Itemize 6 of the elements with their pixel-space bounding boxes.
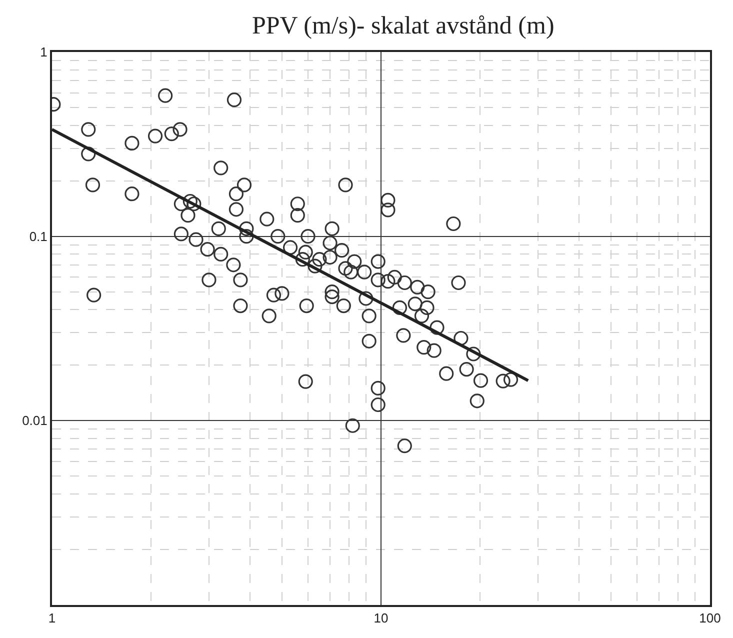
chart-title: PPV (m/s)- skalat avstånd (m)	[252, 12, 554, 40]
x-tick-label: 100	[699, 610, 721, 626]
y-tick-label: 0.01	[22, 413, 48, 428]
y-tick-label: 1	[40, 44, 48, 60]
x-tick-label: 10	[374, 610, 388, 626]
y-tick-label: 0.1	[29, 228, 48, 244]
